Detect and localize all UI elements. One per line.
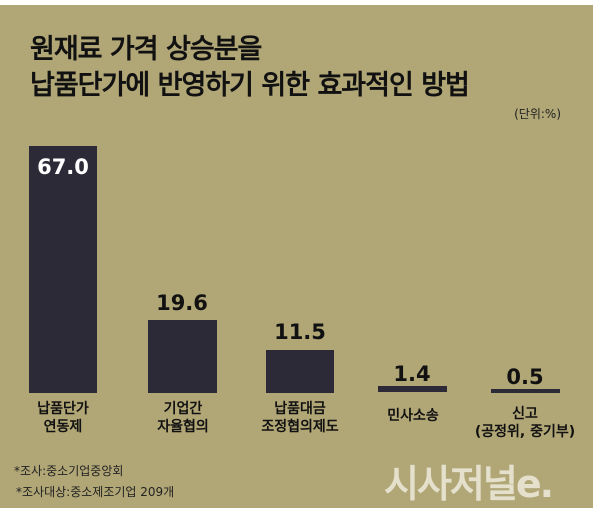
bar-2-value: 19.6: [156, 291, 208, 315]
bar-4-label-line1: 민사소송: [387, 408, 439, 424]
publisher-logo: 시사저널e.: [384, 462, 554, 506]
bar-5-label-line1: 신고: [512, 406, 538, 422]
bar-3-label-line1: 납품대금: [274, 401, 326, 417]
bar-5-label: 신고 (공정위, 중기부): [460, 405, 590, 441]
source-note: *조사:중소기업중앙회: [14, 464, 124, 478]
bar-1-label-line2: 연동제: [43, 419, 83, 435]
bar-3: [266, 350, 334, 393]
bar-1-value: 67.0: [37, 155, 89, 179]
bar-2: [148, 320, 217, 393]
bar-1: [29, 146, 97, 393]
bar-3-label-line2: 조정협의제도: [261, 419, 339, 435]
bar-5: [491, 389, 560, 393]
bar-1-label: 납품단가 연동제: [0, 400, 128, 436]
chart-title: 원재료 가격 상승분을 납품단가에 반영하기 위한 효과적인 방법: [30, 32, 470, 104]
sample-note: *조사대상:중소제조기업 209개: [16, 485, 175, 499]
bar-5-value: 0.5: [506, 365, 544, 389]
bar-4-label: 민사소송: [348, 407, 478, 425]
bar-2-label-line1: 기업간: [163, 401, 203, 417]
chart-panel: 원재료 가격 상승분을 납품단가에 반영하기 위한 효과적인 방법 (단위:%)…: [0, 5, 593, 508]
bar-5-label-line2: (공정위, 중기부): [474, 424, 576, 440]
unit-label: (단위:%): [514, 107, 561, 121]
title-line-1: 원재료 가격 상승분을: [30, 34, 262, 65]
bar-3-value: 11.5: [274, 320, 326, 344]
bar-2-label: 기업간 자율협의: [118, 400, 248, 436]
bar-4: [378, 386, 447, 392]
bar-3-label: 납품대금 조정협의제도: [235, 400, 365, 436]
title-line-2: 납품단가에 반영하기 위한 효과적인 방법: [30, 70, 470, 101]
bar-1-label-line1: 납품단가: [37, 401, 89, 417]
bar-4-value: 1.4: [393, 362, 431, 386]
bar-2-label-line2: 자율협의: [157, 419, 209, 435]
